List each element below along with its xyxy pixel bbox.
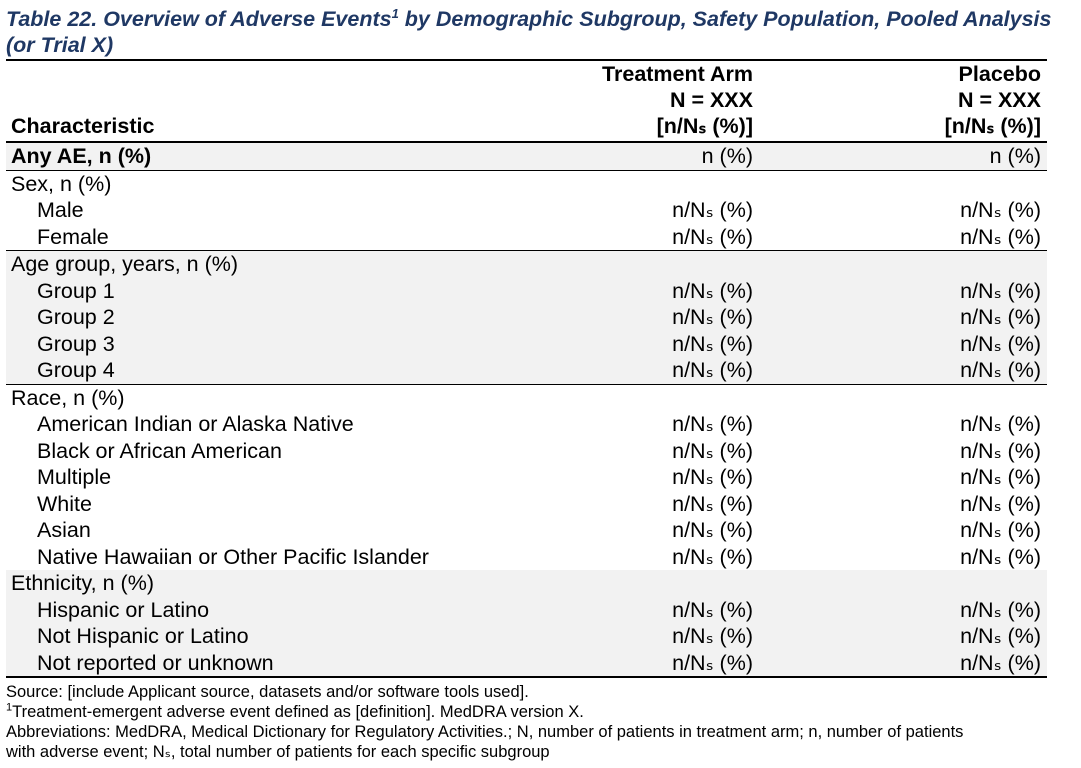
treatment-cell: n/Nₛ (%) <box>566 649 759 678</box>
row-label: Asian <box>37 518 91 543</box>
section-label: Sex, n (%) <box>6 169 566 197</box>
table-row: American Indian or Alaska Native n/Nₛ (%… <box>6 411 1047 438</box>
row-label: Male <box>37 198 84 223</box>
section-row-age: Age group, years, n (%) <box>6 250 1047 278</box>
treatment-cell: n/Nₛ (%) <box>566 357 759 384</box>
treatment-arm-label: Treatment Arm <box>602 62 753 86</box>
definition-note-text: Treatment-emergent adverse event defined… <box>12 703 584 721</box>
placebo-cell: n (%) <box>759 142 1047 170</box>
table-row: Group 3 n/Nₛ (%) n/Nₛ (%) <box>6 330 1047 357</box>
row-label: White <box>37 491 92 516</box>
placebo-cell: n/Nₛ (%) <box>960 518 1041 543</box>
placebo-cell: n/Nₛ (%) <box>960 465 1041 490</box>
table-row: Not Hispanic or Latino n/Nₛ (%) n/Nₛ (%) <box>6 623 1047 650</box>
placebo-cell: n/Nₛ (%) <box>759 304 1047 331</box>
placebo-cell: n/Nₛ (%) <box>759 649 1047 678</box>
table-row: Group 1 n/Nₛ (%) n/Nₛ (%) <box>6 277 1047 304</box>
treatment-cell: n/Nₛ (%) <box>672 518 753 543</box>
treatment-cell: n/Nₛ (%) <box>672 198 753 223</box>
table-row: Not reported or unknown n/Nₛ (%) n/Nₛ (%… <box>6 649 1047 678</box>
treatment-cell: n/Nₛ (%) <box>672 412 753 437</box>
treatment-arm-n: N = XXX <box>669 88 753 112</box>
placebo-cell: n/Nₛ (%) <box>759 330 1047 357</box>
placebo-cell: n/Nₛ (%) <box>960 198 1041 223</box>
row-label: Group 1 <box>6 277 566 304</box>
table-row: Native Hawaiian or Other Pacific Islande… <box>6 544 1047 571</box>
section-row-sex: Sex, n (%) <box>6 169 1047 197</box>
section-label: Age group, years, n (%) <box>6 250 566 278</box>
definition-note: 1Treatment-emergent adverse event define… <box>6 702 1078 722</box>
source-note: Source: [include Applicant source, datas… <box>6 683 529 701</box>
title-footnote-marker: 1 <box>391 5 399 21</box>
row-label: Group 3 <box>6 330 566 357</box>
placebo-cell: n/Nₛ (%) <box>960 412 1041 437</box>
placebo-n: N = XXX <box>957 88 1041 112</box>
table-row: White n/Nₛ (%) n/Nₛ (%) <box>6 491 1047 518</box>
table-row: Male n/Nₛ (%) n/Nₛ (%) <box>6 197 1047 224</box>
section-row-ethnicity: Ethnicity, n (%) <box>6 570 1047 597</box>
header-placebo: Placebo N = XXX [n/Nₛ (%)] <box>759 59 1047 143</box>
table-footnotes: Source: [include Applicant source, datas… <box>6 682 1078 762</box>
table-row: Asian n/Nₛ (%) n/Nₛ (%) <box>6 517 1047 544</box>
row-label: Group 2 <box>6 304 566 331</box>
table-row: Black or African American n/Nₛ (%) n/Nₛ … <box>6 438 1047 465</box>
table-row: Group 4 n/Nₛ (%) n/Nₛ (%) <box>6 357 1047 384</box>
treatment-cell: n (%) <box>566 142 759 170</box>
row-label: Not Hispanic or Latino <box>6 623 566 650</box>
row-label: Not reported or unknown <box>6 649 566 678</box>
treatment-cell: n/Nₛ (%) <box>566 623 759 650</box>
treatment-cell: n/Nₛ (%) <box>566 304 759 331</box>
table-title: Table 22. Overview of Adverse Events1 by… <box>6 6 1066 58</box>
row-label: Any AE, n (%) <box>6 142 566 170</box>
treatment-cell: n/Nₛ (%) <box>672 438 753 463</box>
treatment-arm-unit: [n/Nₛ (%)] <box>656 114 753 138</box>
header-treatment-arm: Treatment Arm N = XXX [n/Nₛ (%)] <box>566 59 759 143</box>
treatment-cell: n/Nₛ (%) <box>672 224 753 249</box>
placebo-cell: n/Nₛ (%) <box>759 623 1047 650</box>
abbreviations-note-line1: Abbreviations: MedDRA, Medical Dictionar… <box>6 723 964 741</box>
row-label: Black or African American <box>37 438 282 463</box>
table-title-text: Table 22. Overview of Adverse Events <box>6 7 392 31</box>
section-label: Race, n (%) <box>6 383 566 411</box>
treatment-cell: n/Nₛ (%) <box>566 330 759 357</box>
section-label: Ethnicity, n (%) <box>6 570 566 597</box>
header-row: Characteristic Treatment Arm N = XXX [n/… <box>6 59 1047 143</box>
row-label: Female <box>37 224 109 249</box>
row-label: Hispanic or Latino <box>6 596 566 623</box>
treatment-cell: n/Nₛ (%) <box>672 544 753 569</box>
placebo-cell: n/Nₛ (%) <box>960 438 1041 463</box>
treatment-cell: n/Nₛ (%) <box>672 465 753 490</box>
abbreviations-note-line2: with adverse event; Nₛ, total number of … <box>6 743 550 761</box>
table-row: Group 2 n/Nₛ (%) n/Nₛ (%) <box>6 304 1047 331</box>
adverse-events-table: Characteristic Treatment Arm N = XXX [n/… <box>6 59 1047 678</box>
placebo-cell: n/Nₛ (%) <box>960 544 1041 569</box>
placebo-cell: n/Nₛ (%) <box>960 491 1041 516</box>
row-label: American Indian or Alaska Native <box>37 412 354 437</box>
row-label: Group 4 <box>6 357 566 384</box>
header-characteristic: Characteristic <box>6 59 566 143</box>
placebo-cell: n/Nₛ (%) <box>960 224 1041 249</box>
any-ae-row: Any AE, n (%) n (%) n (%) <box>6 142 1047 170</box>
table-row: Hispanic or Latino n/Nₛ (%) n/Nₛ (%) <box>6 596 1047 623</box>
section-row-race: Race, n (%) <box>6 383 1047 411</box>
placebo-cell: n/Nₛ (%) <box>759 277 1047 304</box>
footnote-marker: 1 <box>6 701 13 714</box>
row-label: Multiple <box>37 465 112 490</box>
table-title-text-rest: by Demographic Subgroup, Safety Populati… <box>6 7 1052 57</box>
treatment-cell: n/Nₛ (%) <box>672 491 753 516</box>
placebo-unit: [n/Nₛ (%)] <box>944 114 1041 138</box>
table-row: Female n/Nₛ (%) n/Nₛ (%) <box>6 224 1047 251</box>
row-label: Native Hawaiian or Other Pacific Islande… <box>37 544 429 569</box>
placebo-label: Placebo <box>958 62 1041 86</box>
placebo-cell: n/Nₛ (%) <box>759 596 1047 623</box>
treatment-cell: n/Nₛ (%) <box>566 596 759 623</box>
treatment-cell: n/Nₛ (%) <box>566 277 759 304</box>
table-row: Multiple n/Nₛ (%) n/Nₛ (%) <box>6 464 1047 491</box>
placebo-cell: n/Nₛ (%) <box>759 357 1047 384</box>
